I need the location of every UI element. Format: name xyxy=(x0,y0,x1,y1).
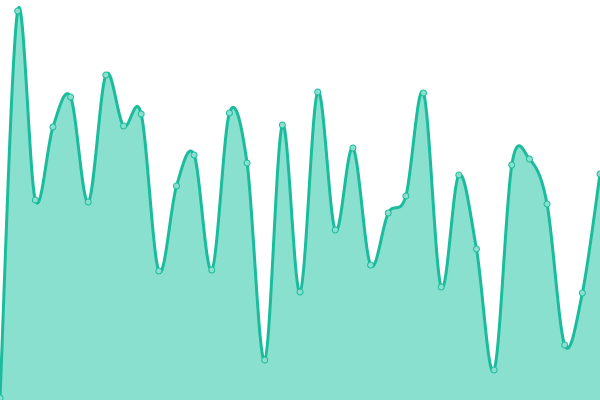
data-point-3 xyxy=(49,123,57,131)
area-fill xyxy=(0,7,600,400)
data-point-8 xyxy=(137,110,145,118)
data-point-14 xyxy=(243,159,251,167)
data-point-30 xyxy=(525,155,533,163)
data-point-5 xyxy=(84,198,92,206)
data-point-24 xyxy=(420,89,428,97)
data-point-18 xyxy=(314,88,322,96)
data-point-28 xyxy=(490,366,498,374)
data-point-1 xyxy=(14,7,22,15)
data-point-29 xyxy=(508,161,516,169)
data-point-32 xyxy=(561,341,569,349)
data-point-10 xyxy=(172,182,180,190)
data-point-9 xyxy=(155,267,163,275)
data-point-23 xyxy=(402,192,410,200)
data-point-34 xyxy=(596,170,600,178)
data-point-25 xyxy=(437,283,445,291)
data-point-19 xyxy=(331,226,339,234)
data-point-6 xyxy=(102,71,110,79)
data-point-20 xyxy=(349,144,357,152)
data-point-27 xyxy=(472,245,480,253)
data-point-15 xyxy=(261,356,269,364)
data-point-13 xyxy=(225,109,233,117)
data-point-11 xyxy=(190,151,198,159)
data-point-22 xyxy=(384,209,392,217)
data-point-0 xyxy=(0,394,4,400)
data-point-12 xyxy=(208,266,216,274)
data-point-7 xyxy=(120,122,128,130)
data-point-21 xyxy=(367,261,375,269)
data-point-16 xyxy=(278,121,286,129)
data-point-17 xyxy=(296,288,304,296)
data-point-31 xyxy=(543,200,551,208)
data-point-33 xyxy=(578,289,586,297)
data-point-26 xyxy=(455,171,463,179)
data-point-2 xyxy=(31,196,39,204)
data-point-4 xyxy=(67,93,75,101)
